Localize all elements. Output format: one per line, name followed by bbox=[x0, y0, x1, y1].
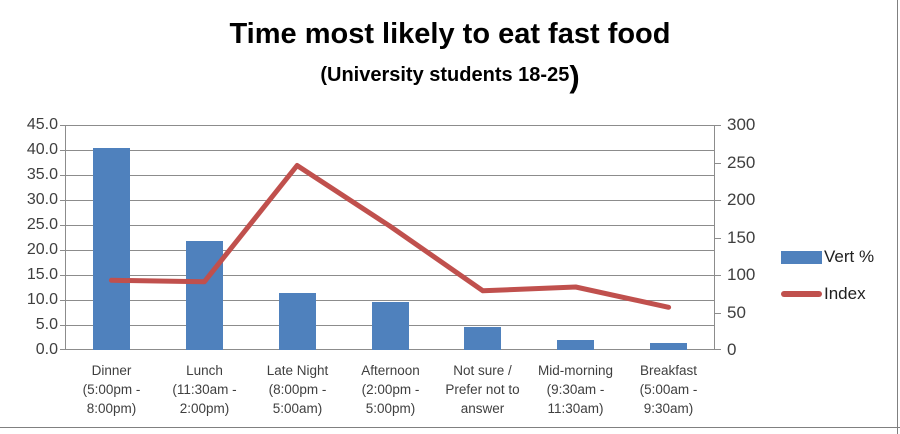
right-axis-label: 300 bbox=[727, 115, 756, 134]
category-label-2: Late Night (8:00pm - 5:00am) bbox=[247, 361, 348, 418]
gridline bbox=[65, 125, 715, 126]
chart-subtitle: (University students 18-25) bbox=[0, 61, 900, 92]
left-axis-tick bbox=[60, 349, 65, 350]
left-axis-label: 5.0 bbox=[35, 316, 58, 333]
bar-series-swatch-icon bbox=[781, 250, 822, 264]
right-axis-label: 150 bbox=[727, 227, 756, 247]
category-label-line: Not sure / bbox=[453, 363, 512, 378]
figure-border-bottom bbox=[0, 427, 900, 428]
right-axis-tick bbox=[715, 200, 721, 201]
left-axis-label: 0.0 bbox=[35, 341, 58, 358]
category-label-line: 8:00pm) bbox=[86, 401, 137, 416]
category-label-line: Prefer not to bbox=[445, 382, 520, 397]
category-label-line: Afternoon bbox=[361, 363, 420, 378]
right-axis-label: 200 bbox=[727, 190, 756, 209]
right-axis-tick bbox=[715, 349, 721, 350]
legend-entry-index: Index bbox=[781, 284, 874, 304]
left-axis-tick bbox=[60, 300, 65, 301]
category-label-line: (8:00pm - bbox=[268, 382, 327, 397]
right-axis-tick bbox=[715, 238, 721, 239]
category-label-line: 2:00pm) bbox=[179, 401, 230, 416]
right-axis-label: 250 bbox=[727, 152, 756, 172]
chart-subtitle-paren: ) bbox=[569, 59, 580, 94]
left-axis-label: 40.0 bbox=[26, 141, 58, 158]
x-axis: Dinner (5:00pm - 8:00pm) Lunch (11:30am - 2:0… bbox=[65, 361, 715, 423]
gridline bbox=[65, 150, 715, 151]
gridline bbox=[65, 300, 715, 301]
bar-6 bbox=[650, 343, 687, 350]
left-axis: 0.0 5.0 10.0 15.0 20.0 25.0 30.0 35.0 40.0 45.0 bbox=[0, 116, 58, 358]
category-label-line: Breakfast bbox=[639, 363, 698, 378]
gridline bbox=[65, 200, 715, 201]
category-label-line: Mid-morning bbox=[537, 363, 614, 378]
category-label-line: Dinner bbox=[91, 363, 132, 378]
left-axis-tick bbox=[60, 325, 65, 326]
left-axis-tick bbox=[60, 175, 65, 176]
left-axis-label: 35.0 bbox=[26, 166, 58, 183]
category-label-line: answer bbox=[460, 401, 505, 416]
right-axis-label: 50 bbox=[727, 302, 746, 322]
bar-4 bbox=[464, 327, 501, 350]
line-series-swatch-icon bbox=[781, 291, 822, 297]
index-line-chart bbox=[108, 163, 672, 310]
right-axis-label: 0 bbox=[727, 340, 737, 359]
right-axis-tick bbox=[715, 313, 721, 314]
category-label-line: (5:00pm - bbox=[82, 382, 141, 397]
legend-entry-vert-percent: Vert % bbox=[781, 247, 874, 267]
bar-3 bbox=[372, 302, 409, 350]
left-axis-tick bbox=[60, 200, 65, 201]
legend: Vert % Index bbox=[781, 247, 874, 321]
category-label-line: (2:00pm - bbox=[361, 382, 420, 397]
left-axis-label: 45.0 bbox=[26, 116, 58, 133]
legend-label-vert-percent: Vert % bbox=[824, 247, 875, 266]
plot-border-left bbox=[65, 125, 66, 350]
left-axis-tick bbox=[60, 150, 65, 151]
bar-5 bbox=[557, 340, 594, 350]
left-axis-tick bbox=[60, 125, 65, 126]
plot-border-right bbox=[714, 125, 715, 350]
figure-border-right bbox=[897, 0, 898, 434]
right-axis-tick bbox=[715, 125, 721, 126]
category-label-4: Not sure / Prefer not to answer bbox=[432, 361, 533, 418]
left-axis-label: 20.0 bbox=[26, 241, 58, 258]
category-label-line: 11:30am) bbox=[547, 401, 604, 416]
left-axis-tick bbox=[60, 275, 65, 276]
left-axis-label: 10.0 bbox=[26, 291, 58, 308]
bar-1 bbox=[186, 241, 223, 350]
category-label-3: Afternoon (2:00pm - 5:00pm) bbox=[340, 361, 441, 418]
chart-title: Time most likely to eat fast food bbox=[229, 18, 671, 50]
left-axis-label: 25.0 bbox=[26, 216, 58, 233]
plot-area bbox=[60, 125, 721, 350]
legend-label-index: Index bbox=[824, 284, 866, 303]
category-label-5: Mid-morning (9:30am - 11:30am) bbox=[525, 361, 626, 418]
category-label-line: 9:30am) bbox=[643, 401, 694, 416]
category-label-line: Late Night bbox=[266, 363, 329, 378]
category-label-0: Dinner (5:00pm - 8:00pm) bbox=[61, 361, 162, 418]
left-axis-label: 30.0 bbox=[26, 191, 58, 208]
category-label-6: Breakfast (5:00am - 9:30am) bbox=[618, 361, 719, 418]
left-axis-tick bbox=[60, 250, 65, 251]
bar-0 bbox=[93, 148, 130, 350]
category-label-line: Lunch bbox=[186, 363, 223, 378]
category-label-line: 5:00pm) bbox=[365, 401, 416, 416]
right-axis-label: 100 bbox=[727, 265, 756, 284]
gridline bbox=[65, 275, 715, 276]
category-label-line: (11:30am - bbox=[172, 382, 237, 397]
right-axis: 0 50 100 150 200 250 300 bbox=[727, 115, 787, 359]
category-label-1: Lunch (11:30am - 2:00pm) bbox=[154, 361, 255, 418]
chart-subtitle-text: (University students 18-25 bbox=[320, 64, 570, 86]
right-axis-tick bbox=[715, 163, 721, 164]
left-axis-tick bbox=[60, 225, 65, 226]
category-label-line: 5:00am) bbox=[272, 401, 323, 416]
category-label-line: (5:00am - bbox=[639, 382, 698, 397]
index-line bbox=[108, 163, 672, 310]
category-label-line: (9:30am - bbox=[546, 382, 605, 397]
right-axis-tick bbox=[715, 275, 721, 276]
gridline bbox=[65, 250, 715, 251]
bar-2 bbox=[279, 293, 316, 350]
left-axis-label: 15.0 bbox=[26, 266, 58, 283]
gridline bbox=[65, 175, 715, 176]
